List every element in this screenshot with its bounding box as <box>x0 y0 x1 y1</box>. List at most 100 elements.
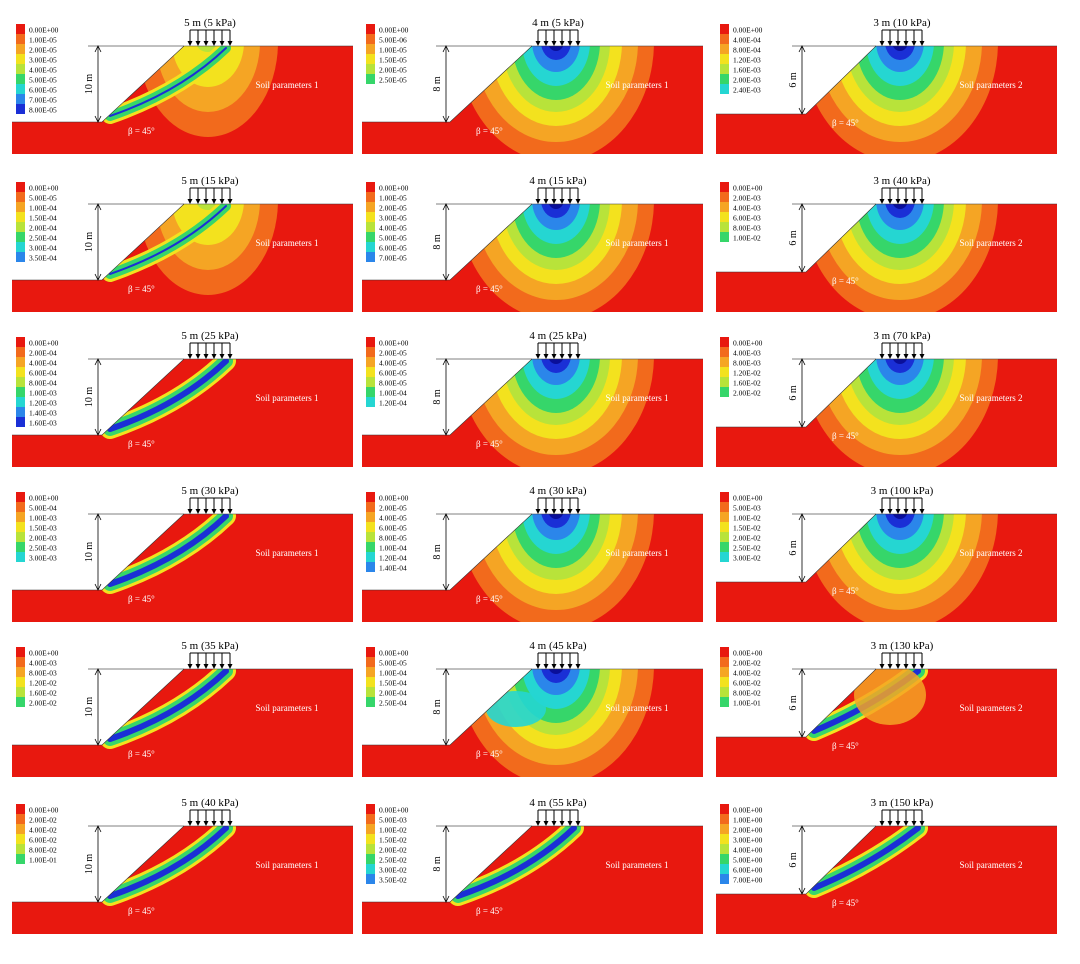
legend-value: 8.00E-03 <box>29 669 57 678</box>
legend-value: 1.60E-02 <box>29 689 57 698</box>
legend-value: 2.00E-05 <box>29 46 57 55</box>
surcharge-load <box>879 29 925 46</box>
legend-value: 0.00E+00 <box>733 184 763 193</box>
color-legend: 0.00E+005.00E-061.00E-051.50E-052.00E-05… <box>366 24 409 85</box>
panel-title: 3 m (150 kPa) <box>871 797 934 809</box>
legend-value: 2.00E-02 <box>733 534 761 543</box>
dimension-arrow <box>798 265 806 273</box>
contour-panel: 4 m (55 kPa) 8 m β = 45° Soil parameters 1 0… <box>362 792 707 940</box>
contour-svg: 4 m (15 kPa) 8 m β = 45° Soil parameters 1 0… <box>362 175 703 312</box>
legend-value: 1.40E-03 <box>29 409 57 418</box>
load-arrowhead <box>219 199 225 204</box>
legend-value: 0.00E+00 <box>733 494 763 503</box>
legend-value: 2.00E-02 <box>379 846 407 855</box>
legend-swatch <box>366 562 375 572</box>
legend-swatch <box>16 34 25 44</box>
legend-value: 2.50E-03 <box>29 544 57 553</box>
legend-value: 0.00E+00 <box>379 806 409 815</box>
legend-swatch <box>16 552 25 562</box>
legend-swatch <box>720 222 729 232</box>
load-arrowhead <box>543 354 549 359</box>
legend-value: 2.00E-05 <box>379 504 407 513</box>
load-arrowhead <box>567 354 573 359</box>
legend-swatch <box>720 552 729 562</box>
load-arrowhead <box>203 354 209 359</box>
load-arrowhead <box>195 354 201 359</box>
slope-angle-label: β = 45° <box>476 126 503 136</box>
load-arrowhead <box>887 354 893 359</box>
height-label: 8 m <box>432 389 443 405</box>
legend-value: 1.00E+00 <box>733 816 763 825</box>
legend-swatch <box>16 407 25 417</box>
legend-swatch <box>720 824 729 834</box>
stress-contour <box>541 359 571 373</box>
load-arrowhead <box>211 821 217 826</box>
slope-angle-label: β = 45° <box>128 439 155 449</box>
legend-swatch <box>720 74 729 84</box>
legend-value: 4.00E+00 <box>733 846 763 855</box>
ground-outline <box>12 358 353 436</box>
soil-parameters-label: Soil parameters 1 <box>256 860 319 870</box>
stress-contour <box>541 514 571 528</box>
height-label: 6 m <box>788 695 799 711</box>
ground-outline <box>362 45 703 123</box>
panel-title: 3 m (10 kPa) <box>873 17 930 29</box>
surcharge-load <box>879 342 925 359</box>
load-arrowhead <box>575 664 581 669</box>
soil-parameters-label: Soil parameters 1 <box>256 80 319 90</box>
contour-panel: 3 m (10 kPa) 6 m β = 45° Soil parameters 2 0… <box>716 12 1061 160</box>
dimension-arrow <box>94 115 102 123</box>
legend-value: 0.00E+00 <box>379 494 409 503</box>
soil-body <box>362 669 703 777</box>
surcharge-load <box>879 187 925 204</box>
legend-swatch <box>720 844 729 854</box>
legend-swatch <box>720 182 729 192</box>
soil-body <box>716 46 1057 154</box>
legend-swatch <box>366 657 375 667</box>
legend-value: 2.50E-02 <box>379 856 407 865</box>
legend-value: 0.00E+00 <box>379 339 409 348</box>
legend-value: 3.00E-02 <box>733 554 761 563</box>
legend-swatch <box>16 232 25 242</box>
load-arrowhead <box>879 821 885 826</box>
stress-contour <box>532 359 580 385</box>
dimension-arrow <box>798 887 806 895</box>
legend-value: 1.00E-04 <box>379 544 407 553</box>
load-arrowhead <box>219 509 225 514</box>
legend-swatch <box>16 212 25 222</box>
stress-contour <box>532 46 580 72</box>
height-label: 8 m <box>432 856 443 872</box>
load-arrowhead <box>919 199 925 204</box>
load-arrowhead <box>575 821 581 826</box>
legend-swatch <box>16 377 25 387</box>
stress-contour <box>486 691 546 727</box>
legend-swatch <box>16 502 25 512</box>
legend-swatch <box>16 64 25 74</box>
contour-svg: 5 m (15 kPa) 10 m β = 45° Soil parameters 1… <box>12 175 353 312</box>
legend-swatch <box>720 864 729 874</box>
legend-swatch <box>366 387 375 397</box>
legend-swatch <box>366 34 375 44</box>
legend-value: 6.00E-05 <box>379 369 407 378</box>
color-legend: 0.00E+001.00E-052.00E-053.00E-054.00E-05… <box>16 24 59 115</box>
soil-parameters-label: Soil parameters 1 <box>256 703 319 713</box>
legend-swatch <box>366 512 375 522</box>
legend-swatch <box>366 844 375 854</box>
load-arrowhead <box>911 664 917 669</box>
legend-swatch <box>366 697 375 707</box>
dimension-arrow <box>94 428 102 436</box>
contour-svg: 3 m (150 kPa) 6 m β = 45° Soil parameters 2… <box>716 797 1057 934</box>
stress-contour <box>522 359 590 399</box>
load-arrowhead <box>551 354 557 359</box>
height-label: 6 m <box>788 72 799 88</box>
legend-value: 2.00E-05 <box>379 66 407 75</box>
panel-title: 5 m (25 kPa) <box>181 330 238 342</box>
legend-value: 6.00E+00 <box>733 866 763 875</box>
legend-value: 1.20E-03 <box>733 56 761 65</box>
legend-value: 4.00E-05 <box>29 66 57 75</box>
slope-angle-label: β = 45° <box>476 906 503 916</box>
legend-value: 1.50E-04 <box>379 679 407 688</box>
load-arrowhead <box>887 199 893 204</box>
color-legend: 0.00E+005.00E-041.00E-031.50E-032.00E-03… <box>16 492 59 563</box>
legend-value: 1.00E-05 <box>379 194 407 203</box>
